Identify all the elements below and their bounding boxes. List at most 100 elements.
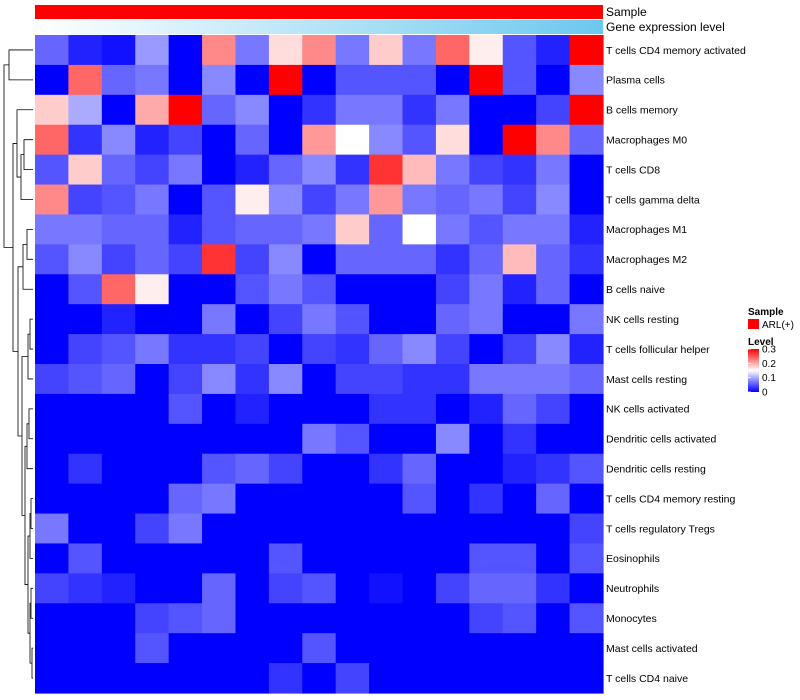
dendrogram-branch bbox=[8, 49, 33, 81]
heatmap-cell bbox=[369, 423, 404, 455]
heatmap-cell bbox=[335, 244, 370, 275]
heatmap-cell bbox=[135, 364, 170, 395]
heatmap-cell bbox=[135, 513, 170, 545]
heatmap-cell bbox=[101, 124, 136, 156]
heatmap-cell bbox=[569, 573, 604, 604]
heatmap-cell bbox=[202, 513, 237, 545]
heatmap-cell bbox=[469, 543, 504, 574]
heatmap-cell bbox=[68, 274, 103, 305]
heatmap-cell bbox=[402, 274, 437, 305]
heatmap-cell bbox=[536, 603, 571, 634]
heatmap-cell bbox=[68, 64, 103, 96]
row-label: Neutrophils bbox=[606, 583, 659, 595]
heatmap-cell bbox=[168, 214, 203, 245]
heatmap-cell bbox=[202, 304, 237, 335]
heatmap-cell bbox=[435, 94, 470, 126]
heatmap-cell bbox=[135, 393, 170, 425]
heatmap-cell bbox=[502, 513, 537, 545]
heatmap-cell bbox=[68, 543, 103, 574]
heatmap-cell bbox=[135, 603, 170, 634]
heatmap-cell bbox=[68, 364, 103, 395]
heatmap-cell bbox=[469, 304, 504, 335]
heatmap-cell bbox=[302, 453, 337, 485]
dendrogram-branch bbox=[26, 423, 33, 470]
heatmap-cell bbox=[168, 94, 203, 126]
heatmap-cell bbox=[68, 603, 103, 634]
heatmap-cell bbox=[502, 304, 537, 335]
heatmap-cell bbox=[268, 573, 303, 604]
heatmap-cell bbox=[235, 423, 270, 455]
heatmap-cell bbox=[35, 214, 70, 245]
heatmap-cell bbox=[335, 513, 370, 545]
heatmap-cell bbox=[435, 513, 470, 545]
heatmap-cell bbox=[536, 663, 571, 694]
heatmap-cell bbox=[135, 573, 170, 604]
heatmap-cell bbox=[135, 35, 170, 66]
heatmap-cell bbox=[369, 304, 404, 335]
heatmap-cell bbox=[135, 64, 170, 96]
heatmap-cell bbox=[68, 633, 103, 664]
heatmap-cell bbox=[536, 35, 571, 66]
heatmap-cell bbox=[335, 364, 370, 395]
heatmap-cell bbox=[168, 483, 203, 515]
heatmap-cell bbox=[536, 214, 571, 245]
heatmap-cell bbox=[235, 483, 270, 515]
heatmap-cell bbox=[168, 304, 203, 335]
heatmap-cell bbox=[435, 573, 470, 604]
heatmap-cell bbox=[202, 244, 237, 275]
heatmap-cell bbox=[502, 453, 537, 485]
heatmap-cell bbox=[302, 214, 337, 245]
heatmap-cell bbox=[235, 663, 270, 694]
heatmap-cell bbox=[569, 274, 604, 305]
row-label: T cells CD4 memory activated bbox=[606, 45, 746, 57]
dendrogram-branch bbox=[16, 109, 33, 178]
heatmap-cell bbox=[435, 334, 470, 365]
heatmap-cell bbox=[168, 453, 203, 485]
heatmap-cell bbox=[302, 393, 337, 425]
heatmap-cell bbox=[502, 94, 537, 126]
heatmap-cell bbox=[235, 94, 270, 126]
heatmap-cell bbox=[369, 513, 404, 545]
heatmap-cell bbox=[68, 663, 103, 694]
heatmap-cell bbox=[502, 64, 537, 96]
heatmap-cell bbox=[35, 633, 70, 664]
heatmap-cell bbox=[202, 214, 237, 245]
heatmap-cell bbox=[235, 35, 270, 66]
heatmap-cell bbox=[469, 423, 504, 455]
heatmap-cell bbox=[268, 274, 303, 305]
row-label: Macrophages M0 bbox=[606, 134, 687, 146]
heatmap-cell bbox=[268, 94, 303, 126]
heatmap-cell bbox=[35, 543, 70, 574]
heatmap-cell bbox=[101, 573, 136, 604]
heatmap-cell bbox=[68, 214, 103, 245]
dendrogram-branch bbox=[29, 318, 33, 350]
heatmap-cell bbox=[68, 453, 103, 485]
heatmap-cell bbox=[202, 124, 237, 156]
heatmap-cell bbox=[235, 633, 270, 664]
row-label: NK cells activated bbox=[606, 404, 690, 416]
heatmap-cell bbox=[569, 663, 604, 694]
heatmap-cell bbox=[101, 154, 136, 186]
heatmap-cell bbox=[569, 423, 604, 455]
dendrogram-branch bbox=[3, 64, 13, 248]
heatmap-cell bbox=[135, 543, 170, 574]
heatmap-cell bbox=[302, 244, 337, 275]
heatmap-cell bbox=[35, 35, 70, 66]
heatmap-cell bbox=[469, 184, 504, 216]
legend-sample-entry: ARL(+) bbox=[762, 320, 794, 331]
heatmap-cell bbox=[402, 393, 437, 425]
heatmap-cell bbox=[302, 603, 337, 634]
heatmap-cell bbox=[268, 423, 303, 455]
heatmap-cell bbox=[68, 483, 103, 515]
heatmap-cell bbox=[435, 663, 470, 694]
heatmap-cell bbox=[469, 274, 504, 305]
heatmap-cell bbox=[101, 274, 136, 305]
row-label: T cells CD4 memory resting bbox=[606, 493, 735, 505]
heatmap-cell bbox=[369, 603, 404, 634]
heatmap-cell bbox=[101, 214, 136, 245]
heatmap-cell bbox=[101, 94, 136, 126]
heatmap-cell bbox=[168, 603, 203, 634]
row-label: T cells CD8 bbox=[606, 164, 660, 176]
heatmap-cell bbox=[402, 513, 437, 545]
dendrogram-branch bbox=[24, 445, 28, 585]
